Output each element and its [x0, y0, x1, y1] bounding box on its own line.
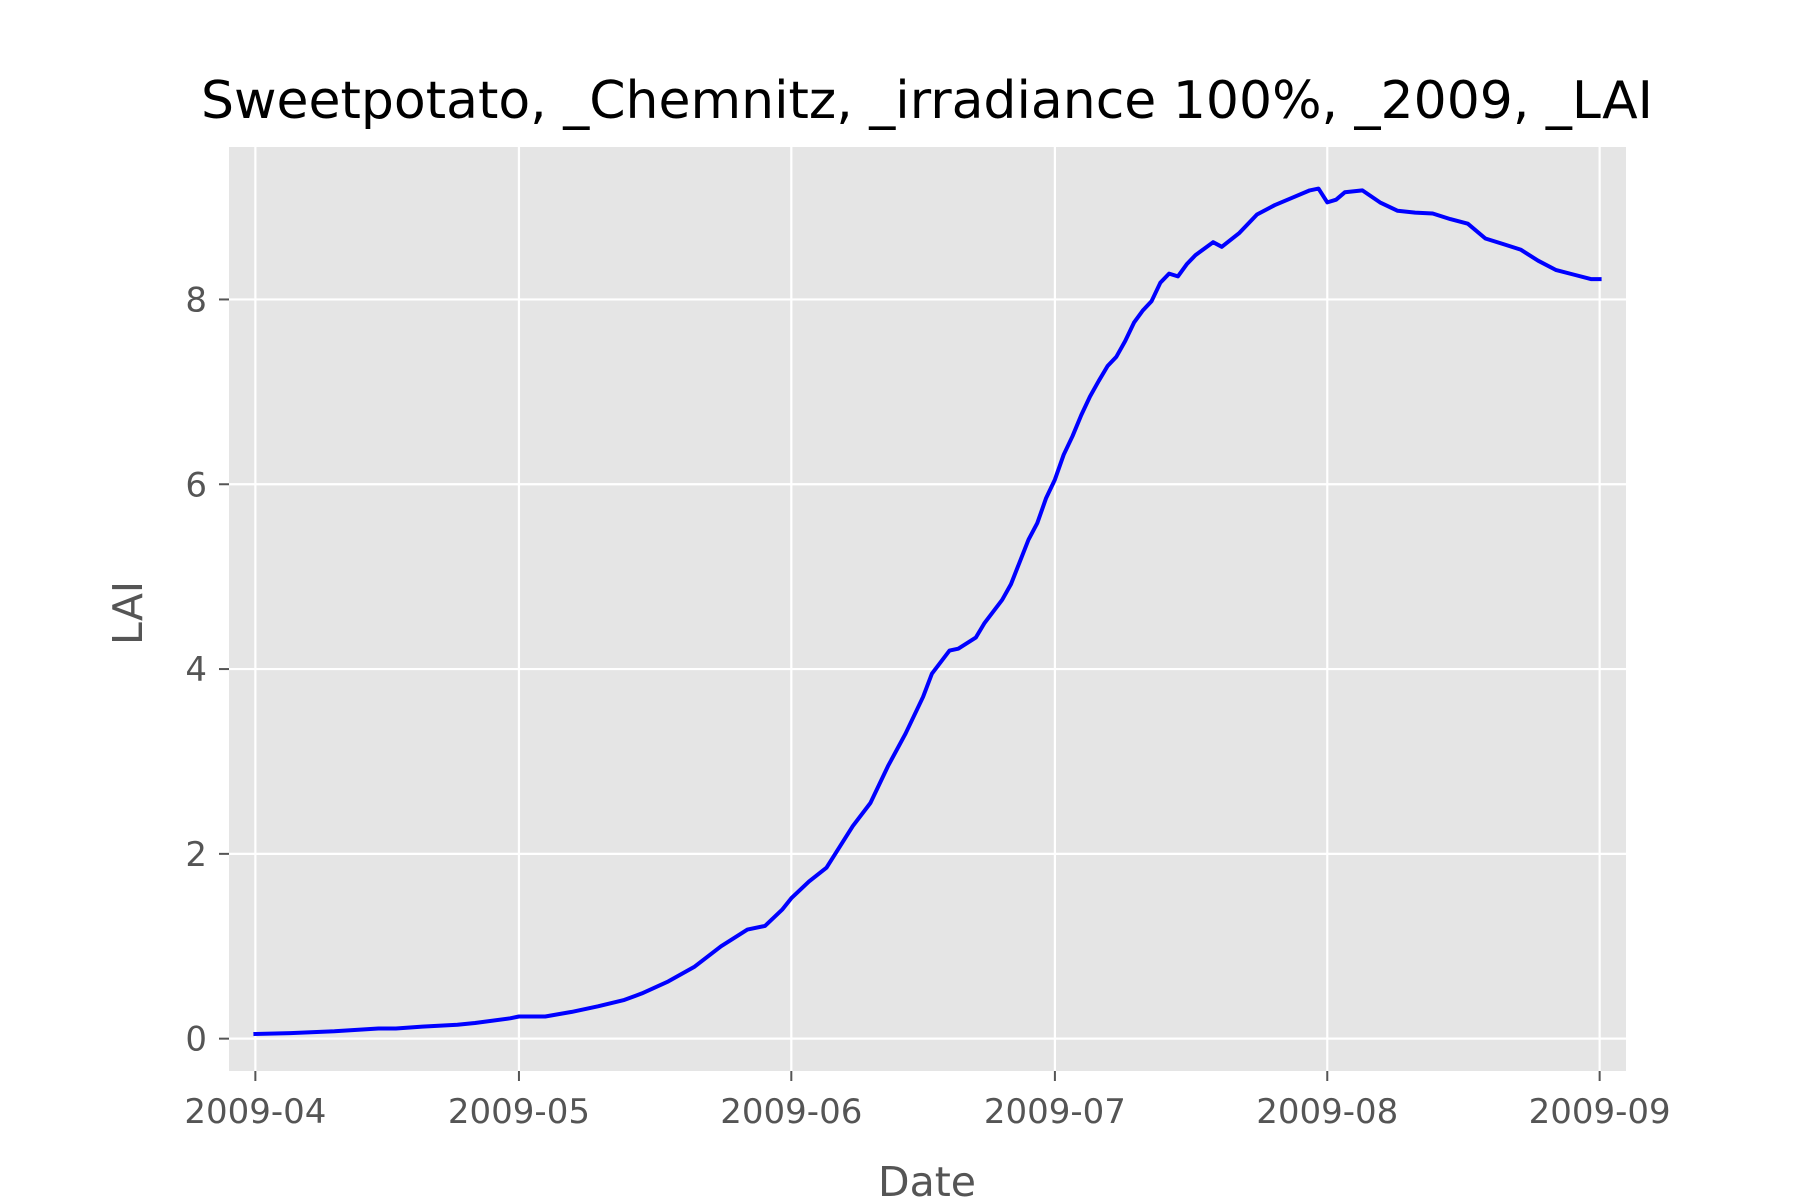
y-tick-label: 4	[185, 650, 207, 690]
y-tick-label: 6	[185, 465, 207, 505]
x-tick-label: 2009-04	[184, 1092, 326, 1132]
x-axis: 2009-04 2009-05 2009-06 2009-07 2009-08 2009-…	[184, 1071, 1671, 1132]
x-tick-label: 2009-05	[448, 1092, 590, 1132]
lai-series-line	[253, 186, 1602, 1037]
y-tick-label: 8	[185, 280, 207, 320]
x-tick-label: 2009-07	[984, 1092, 1126, 1132]
chart-title: Sweetpotato, _Chemnitz, _irradiance 100%…	[201, 71, 1653, 131]
y-tick-label: 0	[185, 1020, 207, 1060]
grid-lines	[229, 147, 1626, 1071]
x-tick-label: 2009-08	[1256, 1092, 1398, 1132]
x-axis-label: Date	[878, 1158, 976, 1200]
y-tick-label: 2	[185, 835, 207, 875]
y-axis: 0 2 4 6 8	[185, 280, 229, 1060]
x-tick-label: 2009-06	[720, 1092, 862, 1132]
x-tick-label: 2009-09	[1529, 1092, 1671, 1132]
plot-area	[229, 147, 1626, 1071]
y-axis-label: LAI	[104, 581, 152, 645]
